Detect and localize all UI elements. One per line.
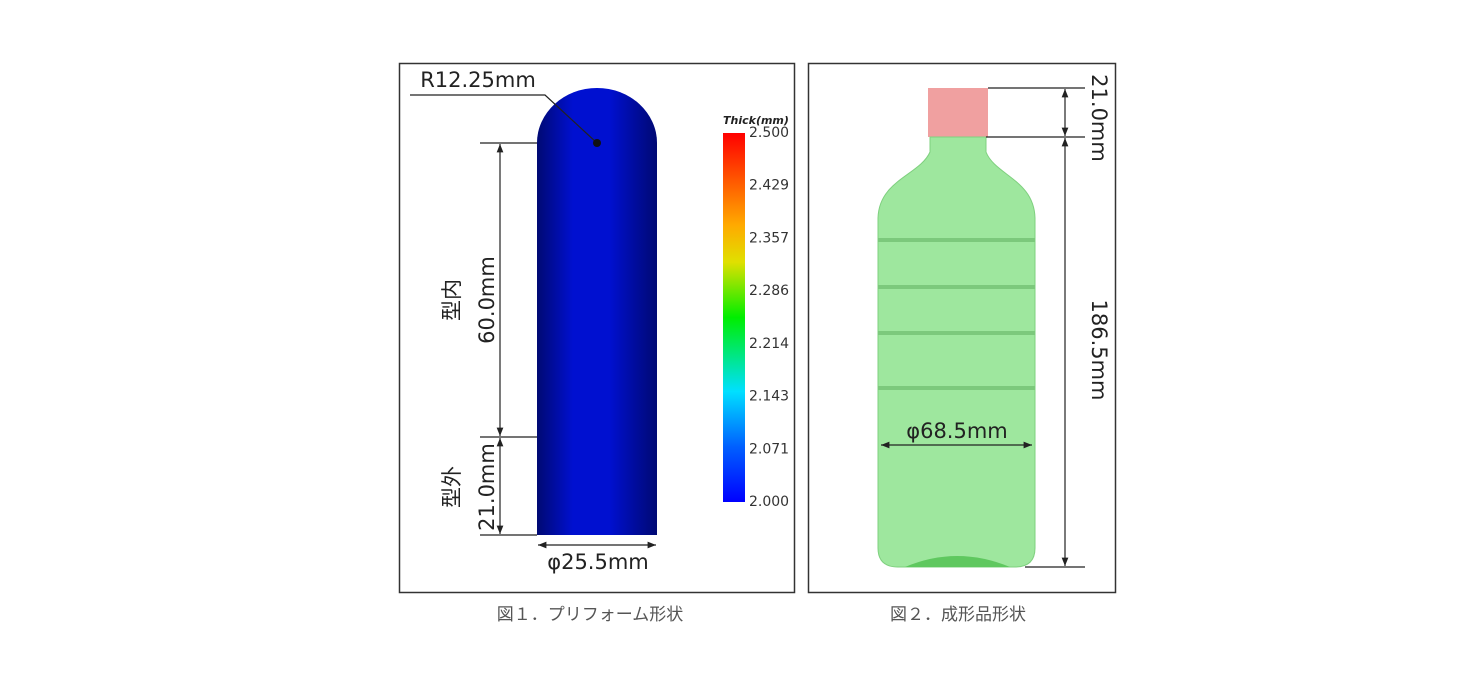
colorbar-tick-label: 2.143	[749, 389, 789, 405]
dimension-label: 60.0mm	[475, 256, 499, 344]
diameter-label: φ68.5mm	[906, 419, 1008, 443]
colorbar-tick-label: 2.500	[749, 125, 789, 141]
colorbar-tick-label: 2.000	[749, 494, 789, 510]
figure-frame	[398, 62, 796, 594]
preform-shading	[537, 88, 657, 535]
center-dot	[593, 139, 601, 147]
dimension-label: 21.0mm	[475, 443, 499, 531]
radius-leader	[410, 94, 598, 144]
colorbar-tick-label: 2.357	[749, 230, 789, 246]
dimension-label: 21.0mm	[1087, 74, 1111, 162]
bottle-body	[877, 136, 1036, 568]
colorbar-title: Thick(mm)	[723, 114, 789, 127]
bottle-rings	[878, 238, 1035, 390]
colorbar-tick-label: 2.071	[749, 441, 789, 457]
radius-label: R12.25mm	[420, 68, 536, 92]
region-label: 型外	[440, 466, 464, 508]
colorbar-ticks: 2.500 2.429 2.357 2.286 2.214 2.143 2.071 2.000	[749, 125, 789, 510]
caption: 図２．成形品形状	[890, 605, 1026, 625]
bottle-base	[905, 556, 1010, 567]
figure-frame	[807, 62, 1117, 594]
colorbar-tick-label: 2.429	[749, 178, 789, 194]
diameter-label: φ25.5mm	[547, 550, 649, 574]
dimension-label: 186.5mm	[1087, 299, 1111, 400]
bottle-cap	[928, 88, 988, 137]
colorbar	[723, 133, 745, 502]
colorbar-tick-label: 2.214	[749, 336, 789, 352]
caption: 図１．プリフォーム形状	[497, 605, 684, 625]
colorbar-tick-label: 2.286	[749, 283, 789, 299]
region-label: 型内	[440, 279, 464, 321]
